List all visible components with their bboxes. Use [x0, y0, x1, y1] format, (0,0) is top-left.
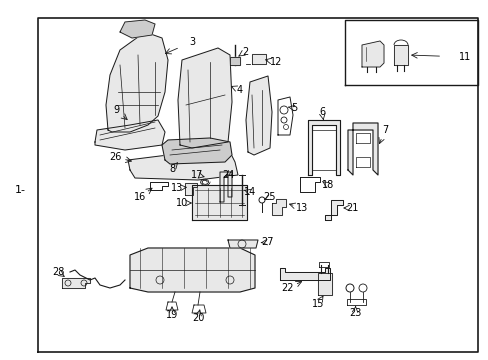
- Polygon shape: [280, 268, 329, 280]
- Polygon shape: [347, 123, 377, 175]
- Polygon shape: [220, 172, 231, 202]
- Text: 9: 9: [113, 105, 119, 115]
- Text: 4: 4: [237, 85, 243, 95]
- Text: 15: 15: [311, 299, 324, 309]
- Text: 2: 2: [242, 47, 247, 57]
- Polygon shape: [393, 45, 407, 65]
- Text: 1-: 1-: [15, 185, 25, 195]
- Polygon shape: [162, 138, 231, 164]
- Text: 3: 3: [188, 37, 195, 47]
- Text: 10: 10: [176, 198, 188, 208]
- Polygon shape: [317, 273, 331, 295]
- Text: 13: 13: [295, 203, 307, 213]
- Polygon shape: [355, 133, 369, 143]
- Polygon shape: [227, 240, 258, 248]
- Polygon shape: [178, 48, 231, 148]
- Polygon shape: [184, 183, 197, 195]
- Polygon shape: [245, 76, 271, 155]
- Polygon shape: [130, 248, 254, 292]
- Polygon shape: [192, 185, 246, 220]
- Text: 12: 12: [269, 57, 282, 67]
- Text: 5: 5: [290, 103, 297, 113]
- Text: 19: 19: [165, 310, 178, 320]
- Text: 23: 23: [348, 308, 361, 318]
- Polygon shape: [106, 32, 168, 132]
- Polygon shape: [307, 120, 339, 175]
- Polygon shape: [229, 57, 240, 65]
- Polygon shape: [251, 54, 265, 64]
- Text: 25: 25: [263, 192, 276, 202]
- Text: 7: 7: [381, 125, 387, 135]
- Polygon shape: [128, 152, 238, 180]
- Polygon shape: [271, 199, 285, 215]
- Text: 16: 16: [134, 192, 146, 202]
- Polygon shape: [355, 157, 369, 167]
- Text: 17: 17: [190, 170, 203, 180]
- Polygon shape: [62, 278, 90, 288]
- Text: 28: 28: [52, 267, 64, 277]
- Text: 8: 8: [168, 164, 175, 174]
- Text: 11: 11: [458, 52, 470, 62]
- Text: 14: 14: [244, 187, 256, 197]
- Text: 21: 21: [345, 203, 357, 213]
- Text: 26: 26: [109, 152, 121, 162]
- Polygon shape: [361, 41, 383, 67]
- Polygon shape: [120, 20, 155, 38]
- Polygon shape: [325, 200, 342, 220]
- Text: 13: 13: [170, 183, 183, 193]
- Text: 6: 6: [318, 107, 325, 117]
- Text: 24: 24: [222, 170, 234, 180]
- Text: 22: 22: [281, 283, 294, 293]
- Text: 27: 27: [261, 237, 274, 247]
- Polygon shape: [95, 120, 164, 150]
- Text: 18: 18: [321, 180, 333, 190]
- Text: 20: 20: [191, 313, 204, 323]
